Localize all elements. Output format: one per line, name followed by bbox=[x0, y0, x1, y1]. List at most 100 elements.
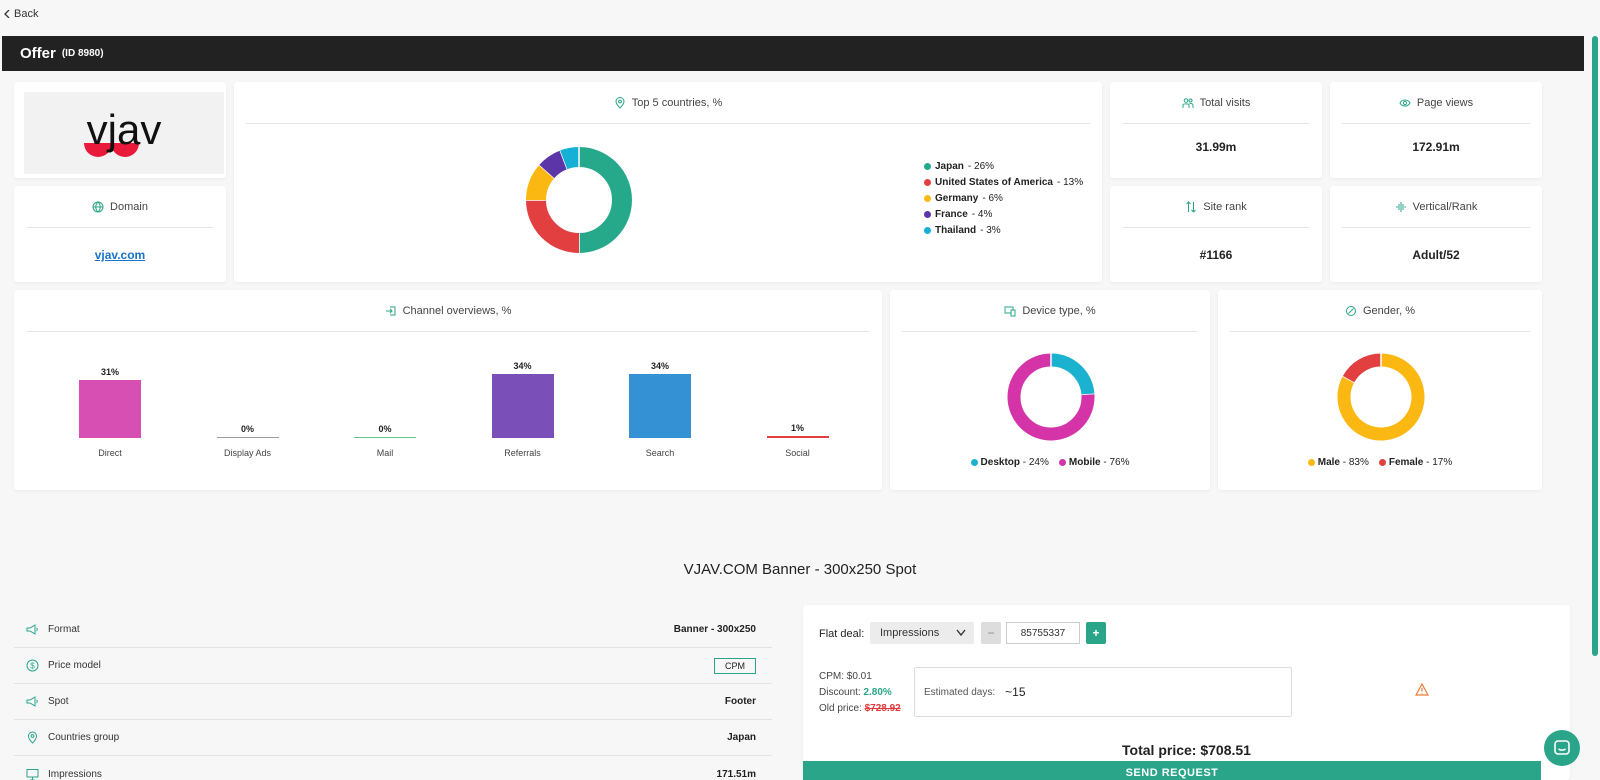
send-request-button[interactable]: SEND REQUEST bbox=[803, 761, 1541, 780]
old-price-label: Old price: bbox=[819, 703, 862, 714]
total-visits-card: Total visits 31.99m bbox=[1110, 82, 1322, 178]
legend-item: Mobile - 76% bbox=[1058, 457, 1129, 468]
devices-icon bbox=[1004, 306, 1016, 316]
scrollbar[interactable] bbox=[1592, 36, 1598, 656]
bar-value-label: 1% bbox=[790, 423, 804, 434]
device-legend: Desktop - 24% Mobile - 76% bbox=[890, 457, 1210, 468]
bar-value-label: 34% bbox=[650, 361, 669, 371]
site-rank-card: Site rank #1166 bbox=[1110, 186, 1322, 282]
detail-row-impressions: Impressions 171.51m bbox=[14, 756, 772, 780]
legend-value: - 83% bbox=[1339, 457, 1369, 468]
bar-social bbox=[766, 436, 829, 438]
bar-value-label: 0% bbox=[378, 424, 392, 434]
legend-item: France - 4% bbox=[924, 206, 1083, 222]
countries-title: Top 5 countries, % bbox=[246, 82, 1090, 124]
detail-label: Impressions bbox=[48, 768, 102, 780]
cpm-label: CPM: bbox=[819, 671, 844, 682]
legend-value: - 17% bbox=[1423, 457, 1453, 468]
detail-label: Price model bbox=[48, 660, 101, 671]
device-donut bbox=[1007, 353, 1095, 441]
bar-value-label: 31% bbox=[100, 366, 119, 377]
chat-button[interactable] bbox=[1544, 730, 1580, 766]
site-rank-label: Site rank bbox=[1203, 200, 1247, 213]
quantity-input[interactable]: 85755337 bbox=[1006, 622, 1080, 644]
legend-value: - 26% bbox=[967, 160, 995, 172]
globe-icon bbox=[92, 201, 104, 212]
donut-slice-desktop bbox=[1050, 353, 1095, 396]
page-views-title: Page views bbox=[1342, 82, 1530, 124]
donut-slice-united-states-of-america bbox=[526, 199, 580, 253]
legend-value: - 3% bbox=[980, 224, 1001, 236]
page-views-label: Page views bbox=[1416, 96, 1474, 109]
gender-title-label: Gender, % bbox=[1363, 304, 1415, 317]
bar-display-ads bbox=[216, 437, 279, 438]
page-views-value: 172.91m bbox=[1412, 140, 1460, 154]
bar-search bbox=[629, 374, 691, 438]
donut-slice-germany bbox=[526, 164, 555, 201]
vertical-rank-title: Vertical/Rank bbox=[1342, 186, 1530, 228]
bar-referrals bbox=[491, 374, 554, 438]
page-views-card: Page views 172.91m bbox=[1330, 82, 1542, 178]
countries-legend: Japan - 26% United States of America - 1… bbox=[924, 158, 1083, 238]
channels-title-label: Channel overviews, % bbox=[402, 304, 512, 317]
megaphone-icon bbox=[26, 695, 40, 709]
deal-type-select[interactable]: Impressions bbox=[870, 622, 974, 644]
location-icon bbox=[26, 731, 40, 745]
old-price-value: $728.92 bbox=[864, 703, 901, 714]
legend-label: Desktop bbox=[980, 457, 1020, 468]
domain-card: Domain vjav.com bbox=[14, 186, 226, 282]
domain-link[interactable]: vjav.com bbox=[94, 248, 146, 262]
chevron-down-icon bbox=[956, 629, 966, 637]
price-model-badge: CPM bbox=[714, 657, 756, 674]
back-link[interactable]: Back bbox=[4, 8, 38, 20]
location-pin-icon bbox=[615, 96, 625, 109]
dollar-icon: $ bbox=[26, 659, 40, 673]
legend-value: - 24% bbox=[1019, 457, 1049, 468]
product-title: VJAV.COM Banner - 300x250 Spot bbox=[683, 561, 917, 578]
estimated-days-field[interactable]: Estimated days: ~15 bbox=[914, 667, 1292, 717]
detail-row-price-model: $ Price model CPM bbox=[14, 648, 772, 684]
gender-title: Gender, % bbox=[1230, 290, 1530, 332]
logo-text: vjav bbox=[87, 106, 162, 153]
total-price: Total price: $708.51 bbox=[803, 742, 1570, 758]
legend-label: Japan bbox=[935, 160, 964, 172]
back-label: Back bbox=[14, 8, 39, 20]
signal-icon bbox=[1395, 201, 1406, 212]
decrement-button[interactable]: − bbox=[981, 622, 1001, 644]
detail-value: Footer bbox=[724, 696, 756, 707]
total-visits-value: 31.99m bbox=[1195, 140, 1237, 154]
donut-slice-male bbox=[1337, 353, 1425, 441]
legend-label: United States of America bbox=[935, 176, 1053, 188]
donut-slice-thailand bbox=[560, 147, 580, 170]
detail-label: Format bbox=[48, 624, 80, 635]
legend-label: Male bbox=[1317, 457, 1340, 468]
legend-dot bbox=[1058, 458, 1066, 466]
countries-donut bbox=[526, 147, 632, 253]
legend-dot bbox=[1307, 458, 1315, 466]
increment-button[interactable]: + bbox=[1086, 622, 1106, 644]
detail-value: 171.51m bbox=[716, 768, 756, 780]
gender-legend: Male - 83% Female - 17% bbox=[1218, 457, 1542, 468]
donut-slice-female bbox=[1342, 353, 1382, 383]
vertical-rank-value: Adult/52 bbox=[1412, 248, 1460, 262]
warning-icon[interactable] bbox=[1415, 683, 1429, 696]
detail-value: Banner - 300x250 bbox=[673, 624, 756, 635]
legend-dot bbox=[1378, 458, 1386, 466]
discount-value: 2.80% bbox=[863, 687, 892, 698]
offer-header: Offer (ID 8980) bbox=[2, 36, 1584, 71]
eye-icon bbox=[1399, 99, 1411, 106]
vjav-logo: vjav bbox=[84, 106, 162, 157]
page-title: Offer bbox=[20, 45, 56, 62]
legend-dot bbox=[924, 162, 931, 170]
legend-item: Desktop - 24% bbox=[970, 457, 1049, 468]
detail-row-format: Format Banner - 300x250 bbox=[14, 612, 772, 648]
legend-item: Germany - 6% bbox=[924, 190, 1083, 206]
legend-value: - 6% bbox=[982, 192, 1003, 204]
svg-text:$: $ bbox=[30, 662, 35, 671]
flat-deal-label: Flat deal: bbox=[819, 628, 865, 640]
total-price-label: Total price: bbox=[1122, 742, 1197, 758]
legend-dot bbox=[924, 178, 931, 186]
detail-label: Spot bbox=[48, 696, 69, 707]
chat-icon bbox=[1554, 740, 1570, 755]
bar-direct bbox=[79, 379, 141, 438]
